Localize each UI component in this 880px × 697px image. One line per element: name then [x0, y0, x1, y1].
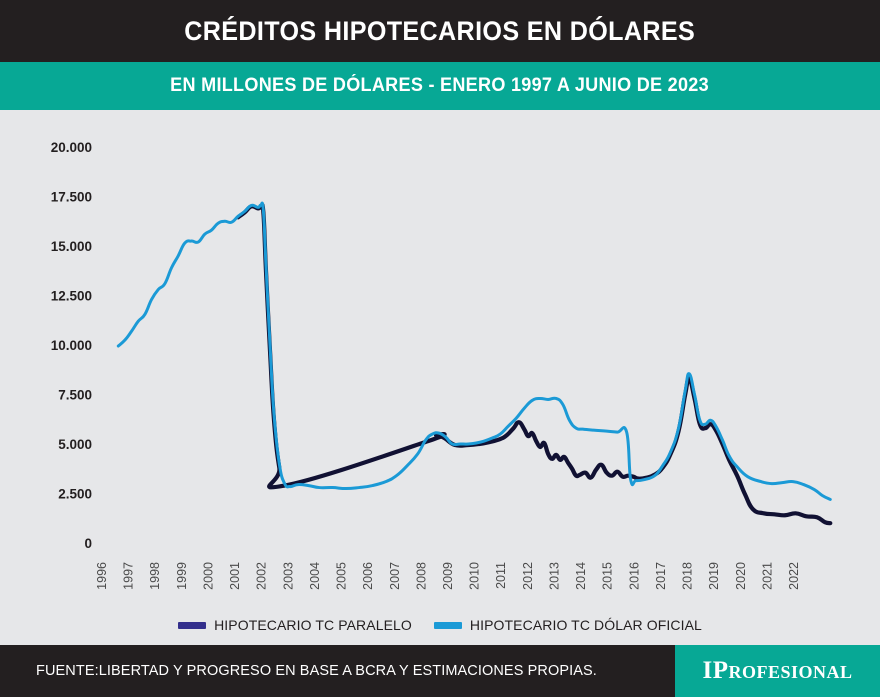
x-axis-tick-label: 2009 [441, 562, 455, 590]
page-subtitle: EN MILLONES DE DÓLARES - ENERO 1997 A JU… [170, 75, 710, 96]
footer-brand-block[interactable]: IProfesional [675, 645, 880, 697]
x-axis-tick-label: 2020 [734, 562, 748, 590]
y-axis-tick-label: 0 [84, 536, 92, 551]
x-axis-tick-label: 2002 [255, 562, 269, 590]
x-axis-tick-label: 2016 [627, 562, 641, 590]
x-axis-tick-label: 2008 [414, 562, 428, 590]
chart-series-group [116, 201, 833, 526]
x-axis-tick-label: 1996 [95, 562, 109, 590]
y-axis-tick-label: 15.000 [51, 239, 92, 254]
header-title-bar: CRÉDITOS HIPOTECARIOS EN DÓLARES [0, 0, 880, 62]
x-axis-tick-label: 2003 [281, 562, 295, 590]
line-chart: 0 2.500 5.000 7.500 10.000 12.500 15.000 17.500… [51, 140, 833, 590]
y-axis-labels: 0 2.500 5.000 7.500 10.000 12.500 15.000 17.500… [51, 140, 92, 551]
x-axis-tick-label: 2012 [521, 562, 535, 590]
header-subtitle-bar: EN MILLONES DE DÓLARES - ENERO 1997 A JU… [0, 62, 880, 110]
legend-label-paralelo: HIPOTECARIO TC PARALELO [214, 617, 412, 633]
x-axis-tick-label: 2021 [760, 562, 774, 590]
x-axis-tick-label: 1999 [175, 562, 189, 590]
x-axis-tick-label: 2011 [494, 562, 508, 589]
x-axis-tick-label: 1997 [122, 562, 136, 590]
x-axis-tick-label: 2013 [547, 562, 561, 590]
footer-source-text: FUENTE:LIBERTAD Y PROGRESO EN BASE A BCR… [0, 645, 675, 697]
footer-bar: FUENTE:LIBERTAD Y PROGRESO EN BASE A BCR… [0, 645, 880, 697]
x-axis-tick-label: 2006 [361, 562, 375, 590]
x-axis-labels: 1996 1997 1998 1999 2000 2001 2002 2003 2004 2005… [95, 562, 801, 590]
legend-item-oficial[interactable]: HIPOTECARIO TC DÓLAR OFICIAL [433, 617, 702, 633]
series-line-paralelo [116, 201, 832, 501]
x-axis-tick-label: 2001 [228, 562, 242, 590]
chart-area: 0 2.500 5.000 7.500 10.000 12.500 15.000 17.500… [0, 110, 880, 605]
x-axis-tick-label: 1998 [148, 562, 162, 590]
y-axis-tick-label: 20.000 [51, 140, 92, 155]
y-axis-tick-label: 7.500 [58, 388, 92, 403]
x-axis-tick-label: 2018 [681, 562, 695, 590]
x-axis-tick-label: 2019 [707, 562, 721, 590]
x-axis-tick-label: 2005 [335, 562, 349, 590]
legend-item-paralelo[interactable]: HIPOTECARIO TC PARALELO [178, 617, 412, 633]
page-title: CRÉDITOS HIPOTECARIOS EN DÓLARES [184, 15, 696, 46]
legend-swatch-paralelo-icon [178, 621, 207, 629]
x-axis-tick-label: 2007 [388, 562, 402, 590]
x-axis-tick-label: 2010 [468, 562, 482, 590]
x-axis-tick-label: 2015 [601, 562, 615, 590]
x-axis-tick-label: 2000 [201, 562, 215, 590]
legend-label-oficial: HIPOTECARIO TC DÓLAR OFICIAL [469, 617, 702, 633]
chart-legend: HIPOTECARIO TC PARALELO HIPOTECARIO TC D… [0, 605, 880, 645]
y-axis-tick-label: 2.500 [58, 487, 92, 502]
y-axis-tick-label: 17.500 [51, 190, 92, 205]
y-axis-tick-label: 10.000 [51, 338, 92, 353]
x-axis-tick-label: 2022 [787, 562, 801, 590]
x-axis-tick-label: 2004 [308, 562, 322, 590]
y-axis-tick-label: 5.000 [58, 437, 92, 452]
legend-swatch-oficial-icon [433, 621, 462, 629]
y-axis-tick-label: 12.500 [51, 289, 92, 304]
x-axis-tick-label: 2014 [574, 562, 588, 590]
iprofesional-logo: IProfesional [702, 657, 853, 684]
x-axis-tick-label: 2017 [654, 562, 668, 590]
series-line-oficial [235, 202, 833, 526]
